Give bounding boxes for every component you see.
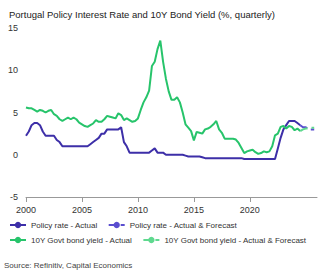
svg-text:15: 15 [8, 23, 18, 33]
svg-text:-5: -5 [10, 192, 18, 202]
svg-text:0: 0 [13, 150, 18, 160]
svg-text:2010: 2010 [128, 205, 148, 215]
svg-text:10Y Govt bond yield - Actual &: 10Y Govt bond yield - Actual & Forecast [164, 236, 306, 245]
svg-text:10Y Govt bond yield - Actual: 10Y Govt bond yield - Actual [31, 236, 132, 245]
svg-text:10: 10 [8, 65, 18, 75]
svg-text:Portugal Policy Interest Rate: Portugal Policy Interest Rate and 10Y Bo… [9, 9, 275, 20]
svg-text:Policy rate - Actual & Forecas: Policy rate - Actual & Forecast [130, 221, 238, 230]
svg-text:2015: 2015 [184, 205, 204, 215]
svg-text:Source: Refinitiv, Capital Eco: Source: Refinitiv, Capital Economics [4, 261, 132, 270]
svg-text:2005: 2005 [72, 205, 92, 215]
svg-text:2000: 2000 [16, 205, 36, 215]
svg-text:5: 5 [13, 108, 18, 118]
svg-text:2020: 2020 [240, 205, 260, 215]
svg-text:Policy rate - Actual: Policy rate - Actual [31, 221, 97, 230]
